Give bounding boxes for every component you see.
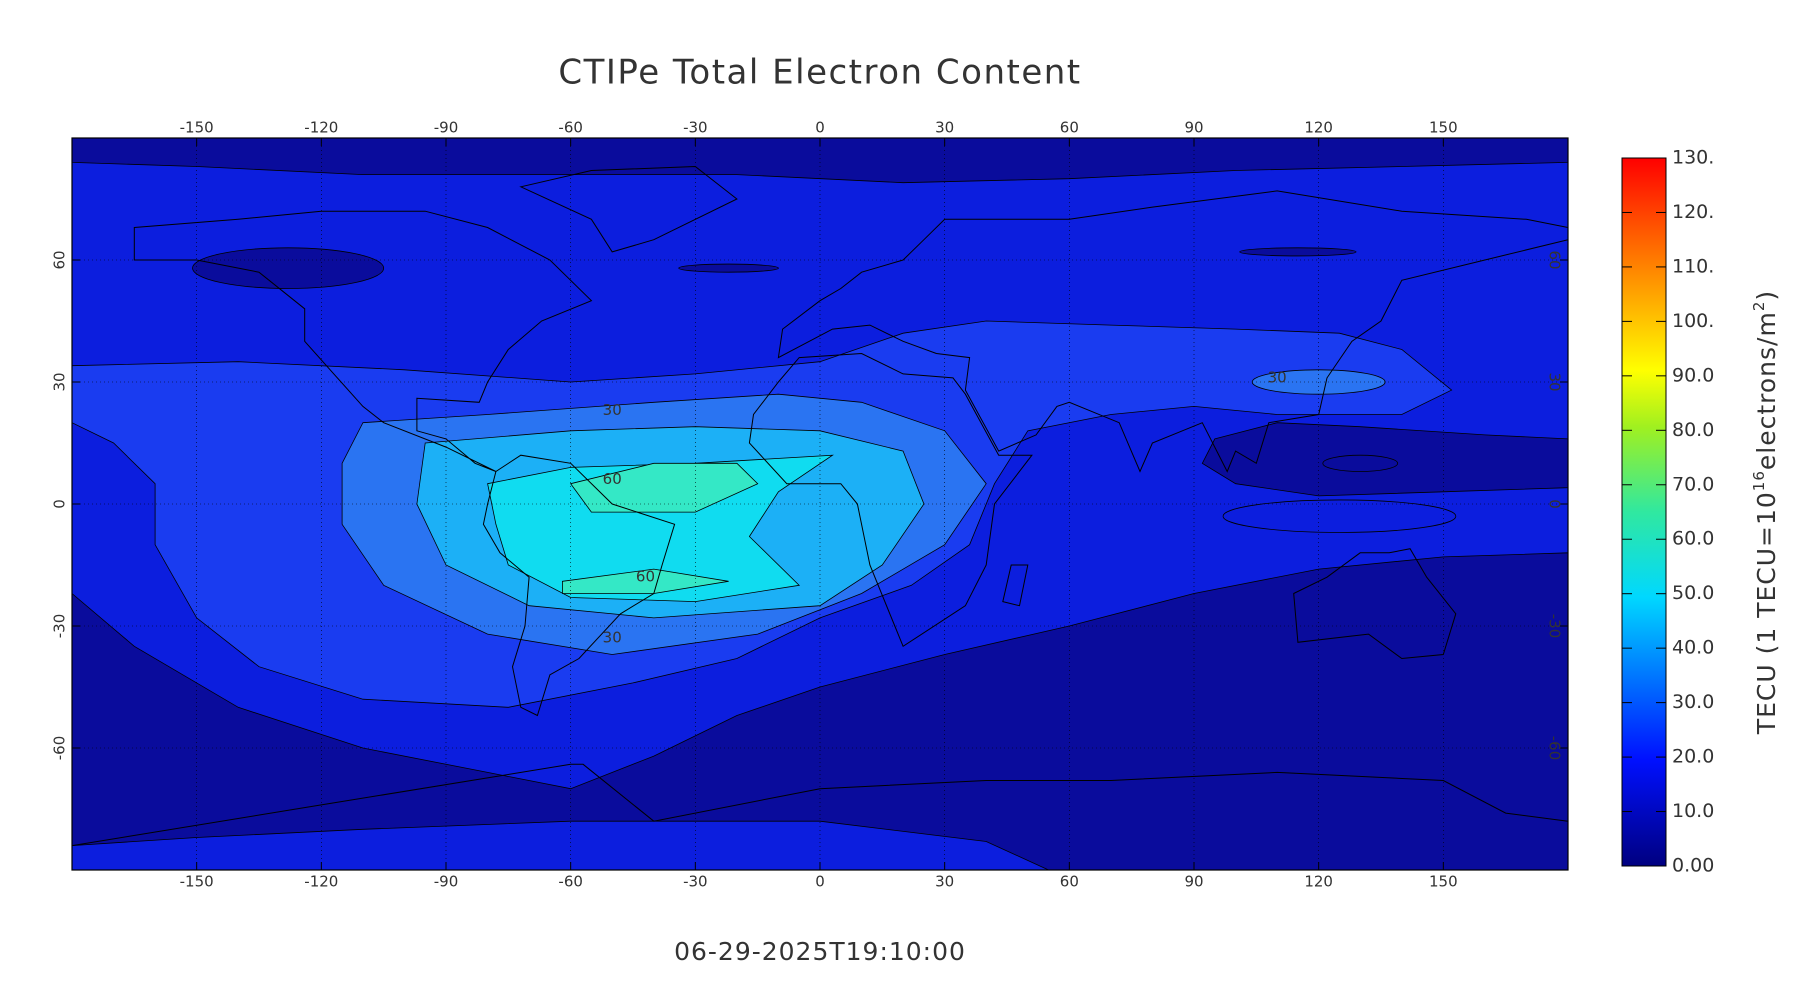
- level-fill: [1239, 247, 1357, 257]
- x-tick-label: -120: [304, 873, 338, 891]
- x-tick-label: -150: [180, 873, 214, 891]
- colorbar-tick-label: 120.: [1672, 201, 1714, 223]
- colorbar-tick-label: 70.0: [1672, 473, 1714, 495]
- x-tick-label: 30: [935, 873, 954, 891]
- y-tick-label: 0: [51, 499, 69, 509]
- y-tick-label: 0: [1546, 499, 1564, 509]
- x-tick-label: 30: [935, 119, 954, 137]
- x-tick-label: 90: [1184, 119, 1203, 137]
- level-fill: [192, 247, 385, 289]
- coastline: [1293, 548, 1457, 660]
- y-tick-label: -30: [51, 614, 69, 639]
- contour-label: 60: [636, 568, 655, 586]
- y-tick-label: -30: [1546, 614, 1564, 639]
- colorbar-tick-label: 100.: [1672, 310, 1714, 332]
- x-tick-label: -150: [180, 119, 214, 137]
- coastline: [72, 763, 1568, 847]
- colorbar-tick-label: 10.0: [1672, 800, 1714, 822]
- label-sup: 16: [1750, 470, 1768, 491]
- colorbar-tick-label: 130.: [1672, 147, 1714, 169]
- colorbar-tick-label: 30.0: [1672, 691, 1714, 713]
- y-tick-label: 60: [51, 250, 69, 269]
- timestamp: 06-29-2025T19:10:00: [674, 937, 966, 966]
- colorbar-tick-label: 80.0: [1672, 419, 1714, 441]
- colorbar-tick-label: 110.: [1672, 255, 1714, 277]
- y-tick-label: 30: [51, 372, 69, 391]
- x-tick-label: 120: [1304, 873, 1333, 891]
- x-tick-label: -90: [434, 873, 459, 891]
- y-tick-label: 60: [1546, 250, 1564, 269]
- coastline: [1002, 564, 1029, 607]
- contour-label: 30: [603, 629, 622, 647]
- x-tick-label: 60: [1060, 873, 1079, 891]
- x-tick-label: 150: [1429, 873, 1458, 891]
- contour-label: 60: [603, 470, 622, 488]
- title: CTIPe Total Electron Content: [558, 53, 1081, 93]
- x-tick-label: 0: [815, 119, 825, 137]
- level-fill: [678, 263, 779, 273]
- x-tick-label: -120: [304, 119, 338, 137]
- label-part: ): [1752, 290, 1781, 301]
- level-fill: [1322, 454, 1399, 472]
- level-fill: [562, 568, 729, 594]
- x-tick-label: 150: [1429, 119, 1458, 137]
- x-tick-label: 60: [1060, 119, 1079, 137]
- x-tick-label: 0: [815, 873, 825, 891]
- colorbar-tick-label: 40.0: [1672, 637, 1714, 659]
- colorbar-tick-label: 50.0: [1672, 582, 1714, 604]
- coastline: [777, 190, 1568, 473]
- coastline: [519, 165, 738, 253]
- y-tick-label: -60: [1546, 736, 1564, 761]
- colorbar-tick-label: 90.0: [1672, 364, 1714, 386]
- x-tick-label: 120: [1304, 119, 1333, 137]
- y-tick-label: -60: [51, 736, 69, 761]
- colorbar-tick-label: 0.00: [1672, 855, 1714, 877]
- label-part: TECU (1 TECU=10: [1752, 491, 1781, 735]
- coastline: [133, 210, 593, 472]
- colorbar-label: TECU (1 TECU=1016electrons/m2): [1750, 290, 1782, 735]
- x-tick-label: 90: [1184, 873, 1203, 891]
- label-sup: 2: [1750, 301, 1768, 312]
- level-fill: [72, 820, 1049, 870]
- colorbar-tick-label: 20.0: [1672, 746, 1714, 768]
- x-tick-label: -30: [683, 873, 708, 891]
- x-tick-label: -60: [558, 873, 583, 891]
- colorbar-tick-label: 60.0: [1672, 528, 1714, 550]
- label-part: electrons/m: [1752, 311, 1781, 470]
- x-tick-label: -30: [683, 119, 708, 137]
- colorbar: [1621, 157, 1667, 867]
- x-tick-label: -60: [558, 119, 583, 137]
- contour-label: 30: [603, 401, 622, 419]
- y-tick-label: 30: [1546, 372, 1564, 391]
- x-tick-label: -90: [434, 119, 459, 137]
- coastline: [748, 352, 1033, 648]
- level-fill: [1222, 499, 1457, 533]
- level-fill: [570, 462, 759, 513]
- contour-label: 30: [1268, 368, 1287, 386]
